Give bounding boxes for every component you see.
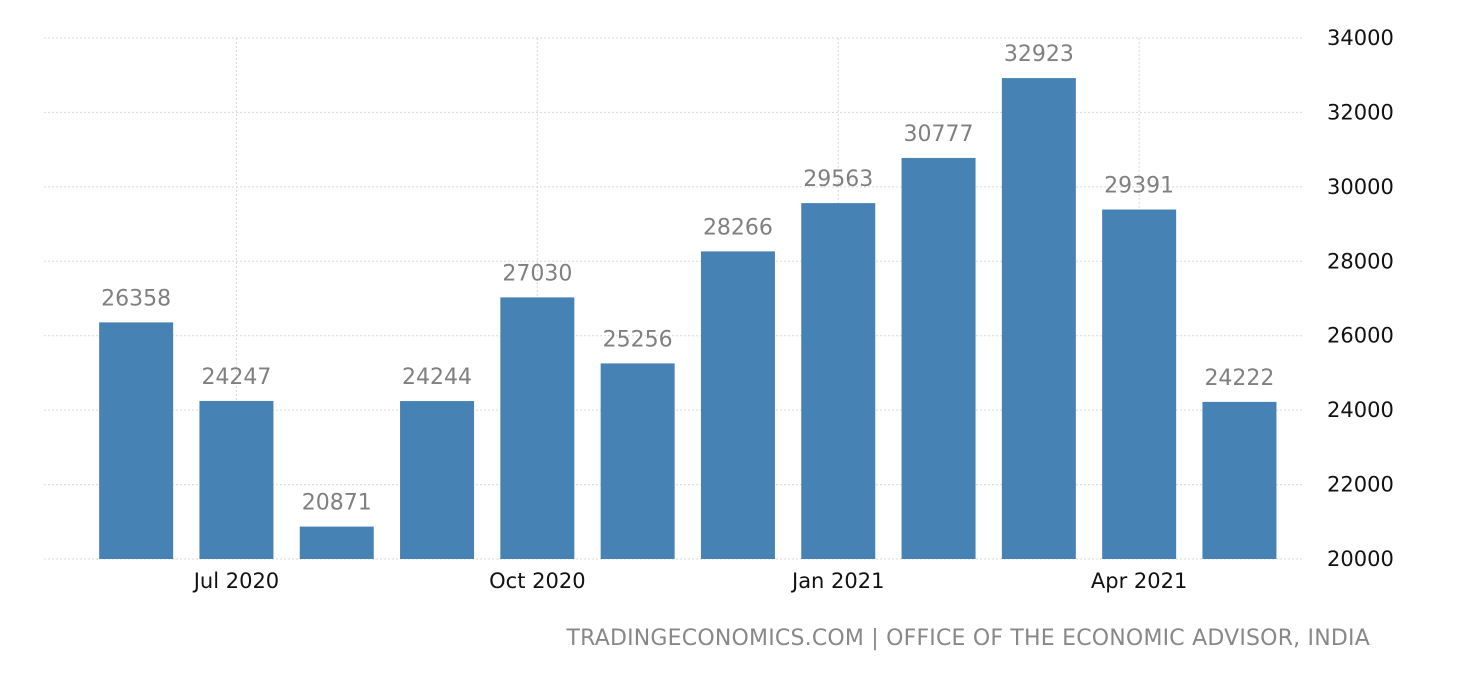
x-tick-label: Apr 2021 <box>1091 569 1187 593</box>
x-axis-ticks: Jul 2020 Oct 2020 Jan 2021 Apr 2021 <box>192 569 1188 593</box>
bar <box>1102 209 1177 560</box>
source-credit: TRADINGECONOMICS.COM | OFFICE OF THE ECO… <box>566 626 1370 651</box>
y-axis-ticks: 20000 22000 24000 26000 28000 30000 32000 34000 <box>1327 26 1394 571</box>
y-tick-label: 32000 <box>1327 100 1394 124</box>
x-tick-label: Jan 2021 <box>790 569 885 593</box>
y-tick-label: 20000 <box>1327 547 1394 571</box>
data-label: 30777 <box>904 122 974 147</box>
data-label: 26358 <box>101 286 171 311</box>
bar <box>99 322 174 559</box>
bar <box>199 400 274 559</box>
data-label: 28266 <box>703 215 773 240</box>
bar <box>901 157 976 559</box>
bar-chart: 26358 24247 20871 24244 27030 25256 28266 29563… <box>44 26 1394 593</box>
x-tick-label: Oct 2020 <box>489 569 585 593</box>
data-label: 20871 <box>302 491 372 516</box>
y-tick-label: 26000 <box>1327 324 1394 348</box>
value-labels: 26358 24247 20871 24244 27030 25256 28266 29563… <box>101 42 1274 516</box>
y-tick-label: 34000 <box>1327 26 1394 50</box>
bar <box>500 297 575 559</box>
x-tick-label: Jul 2020 <box>192 569 279 593</box>
bar <box>600 363 675 559</box>
y-tick-label: 22000 <box>1327 473 1394 497</box>
bar <box>1001 78 1076 560</box>
data-label: 24244 <box>402 365 472 390</box>
data-label: 29563 <box>803 167 873 192</box>
data-label: 25256 <box>603 327 673 352</box>
bar <box>299 526 374 559</box>
data-label: 24222 <box>1204 366 1274 391</box>
data-label: 29391 <box>1104 174 1174 199</box>
y-tick-label: 30000 <box>1327 175 1394 199</box>
data-label: 24247 <box>201 365 271 390</box>
bar <box>801 203 876 559</box>
y-tick-label: 28000 <box>1327 249 1394 273</box>
data-label: 27030 <box>502 261 572 286</box>
bars <box>99 78 1277 560</box>
bar <box>400 401 475 559</box>
y-tick-label: 24000 <box>1327 398 1394 422</box>
data-label: 32923 <box>1004 42 1074 67</box>
bar <box>1202 401 1277 559</box>
bar <box>700 251 775 559</box>
